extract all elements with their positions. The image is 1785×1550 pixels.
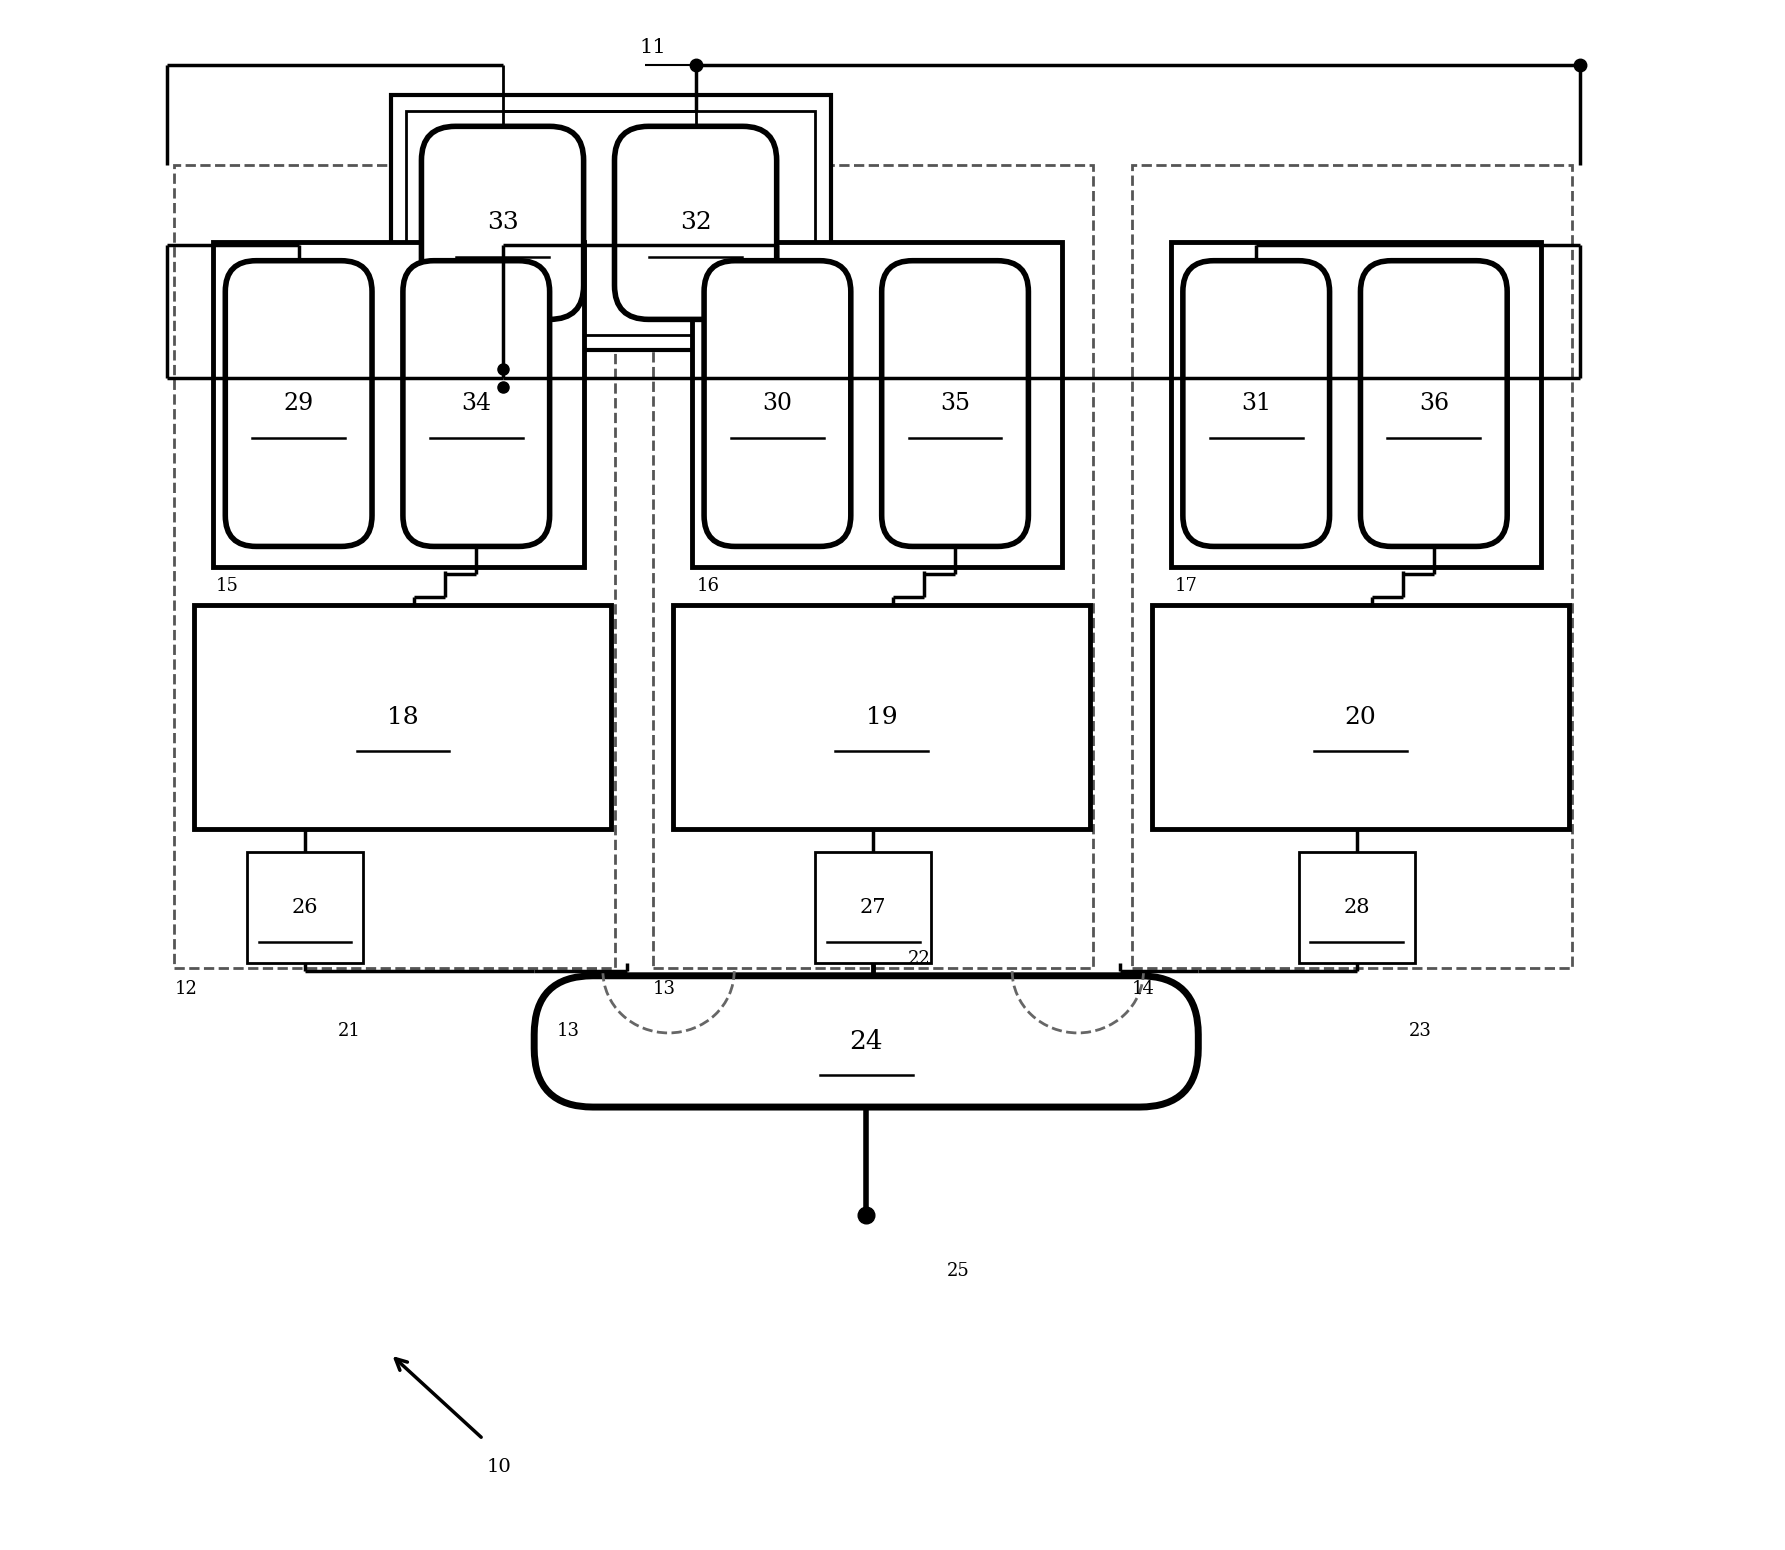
Text: 15: 15 — [216, 577, 239, 595]
FancyBboxPatch shape — [653, 164, 1092, 969]
Text: 24: 24 — [850, 1029, 884, 1054]
Text: 21: 21 — [337, 1021, 361, 1040]
FancyBboxPatch shape — [246, 853, 362, 964]
FancyBboxPatch shape — [693, 242, 1062, 566]
Text: 30: 30 — [762, 392, 793, 415]
Text: 23: 23 — [1410, 1021, 1432, 1040]
Text: 19: 19 — [866, 705, 898, 728]
Text: 16: 16 — [696, 577, 719, 595]
Text: 12: 12 — [175, 981, 196, 998]
Text: 32: 32 — [680, 211, 712, 234]
Text: 14: 14 — [1132, 981, 1155, 998]
Text: 28: 28 — [1344, 899, 1369, 918]
FancyBboxPatch shape — [882, 260, 1028, 547]
Text: 18: 18 — [387, 705, 419, 728]
Text: 17: 17 — [1175, 577, 1198, 595]
FancyBboxPatch shape — [403, 260, 550, 547]
FancyBboxPatch shape — [1151, 604, 1569, 829]
FancyBboxPatch shape — [1183, 260, 1330, 547]
Text: 36: 36 — [1419, 392, 1449, 415]
FancyBboxPatch shape — [1132, 164, 1573, 969]
Text: 13: 13 — [653, 981, 677, 998]
Text: 26: 26 — [291, 899, 318, 918]
FancyBboxPatch shape — [175, 164, 614, 969]
FancyBboxPatch shape — [673, 604, 1091, 829]
FancyBboxPatch shape — [1299, 853, 1414, 964]
FancyBboxPatch shape — [225, 260, 371, 547]
FancyBboxPatch shape — [614, 127, 776, 319]
Text: 31: 31 — [1241, 392, 1271, 415]
FancyBboxPatch shape — [816, 853, 932, 964]
Text: 27: 27 — [860, 899, 887, 918]
FancyBboxPatch shape — [1360, 260, 1507, 547]
Text: 33: 33 — [487, 211, 518, 234]
Text: 20: 20 — [1344, 705, 1376, 728]
Text: 34: 34 — [461, 392, 491, 415]
Text: 25: 25 — [946, 1262, 969, 1279]
FancyBboxPatch shape — [1171, 242, 1540, 566]
Text: 13: 13 — [557, 1021, 580, 1040]
FancyBboxPatch shape — [534, 976, 1198, 1107]
Text: 35: 35 — [941, 392, 969, 415]
FancyBboxPatch shape — [391, 96, 830, 350]
Text: 11: 11 — [639, 37, 666, 57]
Text: 29: 29 — [284, 392, 314, 415]
Text: 10: 10 — [486, 1457, 511, 1476]
FancyBboxPatch shape — [212, 242, 584, 566]
FancyBboxPatch shape — [405, 112, 816, 335]
FancyBboxPatch shape — [703, 260, 851, 547]
FancyBboxPatch shape — [421, 127, 584, 319]
Text: 22: 22 — [909, 950, 930, 969]
FancyBboxPatch shape — [195, 604, 612, 829]
